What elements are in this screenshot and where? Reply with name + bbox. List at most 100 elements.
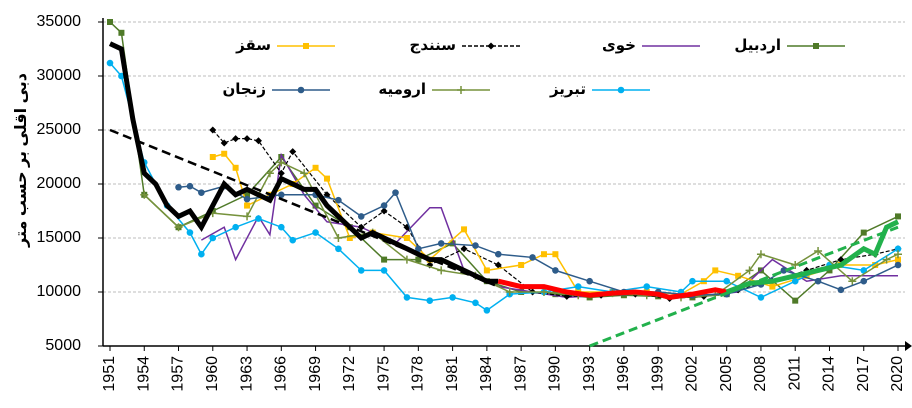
marker xyxy=(244,202,251,209)
legend-label: تبریز xyxy=(549,81,586,98)
marker xyxy=(745,266,754,275)
marker xyxy=(723,277,730,285)
marker xyxy=(894,245,902,253)
x-tick-label: 1975 xyxy=(375,356,392,392)
marker xyxy=(198,250,205,258)
y-tick-label: 20000 xyxy=(37,175,82,192)
marker xyxy=(494,250,502,258)
marker xyxy=(814,277,822,285)
x-tick-label: 1984 xyxy=(478,356,495,392)
marker xyxy=(860,229,867,236)
marker xyxy=(792,297,799,304)
marker xyxy=(255,215,262,222)
marker xyxy=(837,286,845,294)
y-tick-label: 5000 xyxy=(45,337,81,354)
x-tick-label: 1987 xyxy=(512,356,529,392)
y-axis-label: دبی اقلی بر حسب متر xyxy=(13,73,30,248)
marker xyxy=(357,213,365,220)
x-tick-label: 1954 xyxy=(135,356,152,392)
marker xyxy=(106,59,114,67)
marker xyxy=(552,291,559,298)
x-tick-label: 1963 xyxy=(238,356,255,392)
legend-marker xyxy=(813,43,819,49)
x-tick-label: 1960 xyxy=(204,356,221,392)
marker xyxy=(791,261,800,269)
series-line xyxy=(108,41,499,284)
series-line xyxy=(497,278,728,300)
marker xyxy=(335,196,342,204)
marker xyxy=(346,235,353,241)
x-tick-label: 1972 xyxy=(341,356,358,392)
marker xyxy=(209,154,216,160)
marker xyxy=(586,277,593,285)
legend-marker xyxy=(297,86,305,94)
marker xyxy=(402,255,411,264)
marker xyxy=(312,202,319,209)
marker xyxy=(403,294,411,301)
y-tick-label: 30000 xyxy=(37,67,82,84)
marker xyxy=(483,267,490,274)
marker xyxy=(357,267,365,274)
legend-marker xyxy=(303,43,309,49)
marker xyxy=(312,164,319,171)
marker xyxy=(757,294,765,301)
y-tick-label: 10000 xyxy=(37,283,82,300)
marker xyxy=(540,251,547,258)
x-tick-label: 2011 xyxy=(786,356,803,391)
marker xyxy=(186,229,194,236)
marker xyxy=(254,137,262,145)
marker xyxy=(335,245,342,253)
marker xyxy=(791,277,799,285)
marker xyxy=(357,223,365,231)
marker xyxy=(415,256,422,263)
series-line xyxy=(725,219,900,295)
marker xyxy=(712,267,719,274)
x-tick-label: 1978 xyxy=(410,356,427,392)
marker xyxy=(769,283,776,290)
marker xyxy=(244,191,251,198)
marker xyxy=(426,297,434,304)
marker xyxy=(312,229,319,236)
marker xyxy=(780,267,788,274)
legend-label: ارومیه xyxy=(378,81,426,98)
marker xyxy=(494,261,502,269)
marker xyxy=(221,150,228,157)
marker xyxy=(460,245,468,253)
marker xyxy=(277,169,285,177)
marker xyxy=(689,277,696,285)
marker xyxy=(300,169,309,178)
marker xyxy=(198,189,205,196)
series-line xyxy=(143,161,899,299)
marker xyxy=(483,307,491,314)
marker xyxy=(232,135,240,143)
legend-label: زنجان xyxy=(222,81,266,98)
marker xyxy=(289,236,297,244)
x-tick-label: 2002 xyxy=(684,356,701,392)
marker xyxy=(323,175,330,182)
x-tick-label: 1951 xyxy=(101,356,118,392)
marker xyxy=(505,288,514,296)
marker xyxy=(574,283,582,290)
legend-marker xyxy=(617,86,625,94)
marker xyxy=(472,299,479,307)
legend-label: اردبیل xyxy=(734,37,781,54)
marker xyxy=(209,126,217,134)
marker xyxy=(243,212,252,221)
marker xyxy=(220,139,228,147)
marker xyxy=(449,294,456,301)
y-tick-label: 15000 xyxy=(37,229,82,246)
marker xyxy=(882,255,891,264)
marker xyxy=(265,169,274,178)
marker xyxy=(539,288,548,296)
marker xyxy=(814,246,823,255)
marker xyxy=(552,267,559,274)
y-tick-label: 25000 xyxy=(37,121,82,138)
x-tick-label: 1969 xyxy=(307,356,324,392)
marker xyxy=(277,158,286,167)
x-tick-label: 1957 xyxy=(170,356,187,392)
x-tick-label: 1966 xyxy=(273,356,290,392)
marker xyxy=(872,262,879,268)
marker xyxy=(529,254,536,261)
x-tick-label: 1993 xyxy=(581,356,598,392)
legend-label: خوی xyxy=(602,37,636,54)
